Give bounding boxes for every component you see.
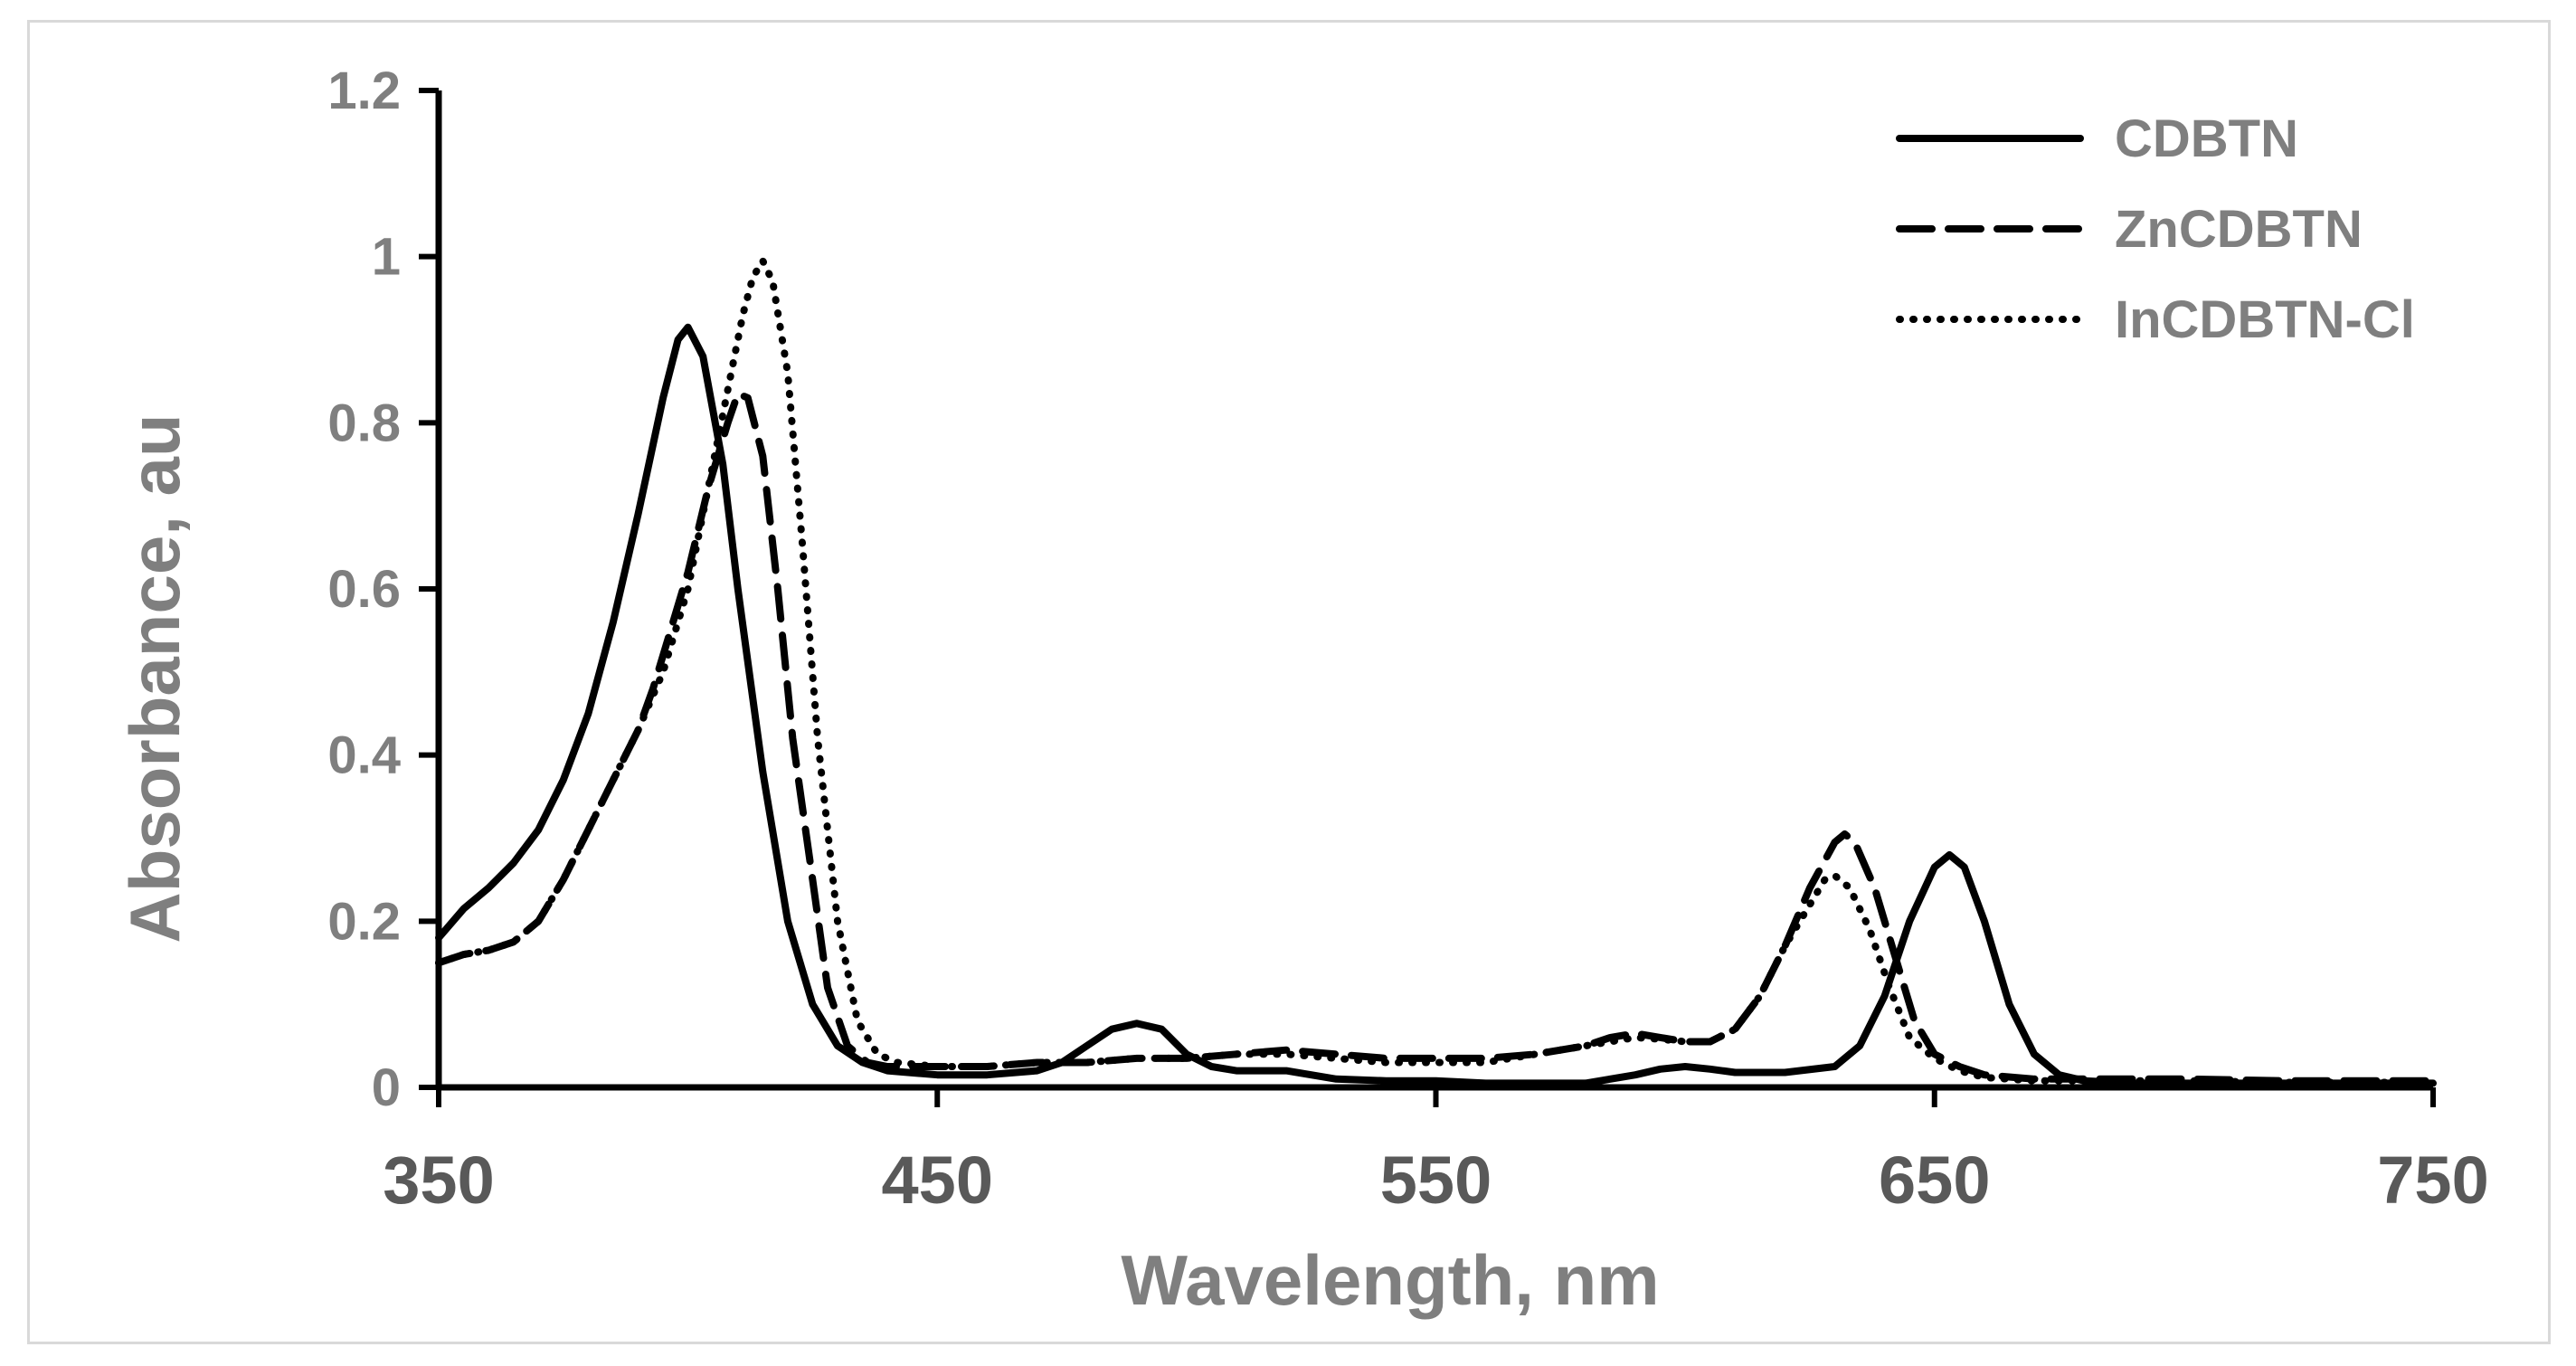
series-line-1: [435, 390, 2437, 1085]
y-tick-label: 0.8: [327, 394, 401, 452]
y-axis-title: Absorbance, au: [115, 413, 194, 943]
y-tick-label: 1: [372, 228, 401, 287]
y-tick-label: 1.2: [327, 62, 401, 120]
x-tick-label: 650: [1879, 1143, 1990, 1218]
ticks-layer: 0 0.2 0.4 0.6 0.8 1 1.2 350 450 550 650 750: [327, 62, 2488, 1218]
y-tick-label: 0.4: [327, 726, 401, 785]
x-tick-label: 750: [2377, 1143, 2488, 1218]
x-tick-label: 350: [383, 1143, 494, 1218]
legend-label-0: CDBTN: [2115, 109, 2298, 168]
legend-label-2: InCDBTN-Cl: [2115, 290, 2415, 349]
chart-frame: [27, 20, 2551, 1344]
series-layer: [435, 257, 2437, 1087]
x-axis-title: Wavelength, nm: [1121, 1240, 1659, 1320]
y-tick-label: 0: [372, 1058, 401, 1117]
y-tick-label: 0.6: [327, 560, 401, 619]
legend-label-1: ZnCDBTN: [2115, 200, 2363, 259]
x-tick-label: 550: [1380, 1143, 1492, 1218]
legend: CDBTN ZnCDBTN InCDBTN-Cl: [1896, 109, 2415, 349]
x-tick-label: 450: [882, 1143, 993, 1218]
y-tick-label: 0.2: [327, 892, 401, 951]
series-line-0: [435, 323, 2437, 1087]
series-line-2: [435, 257, 2437, 1086]
